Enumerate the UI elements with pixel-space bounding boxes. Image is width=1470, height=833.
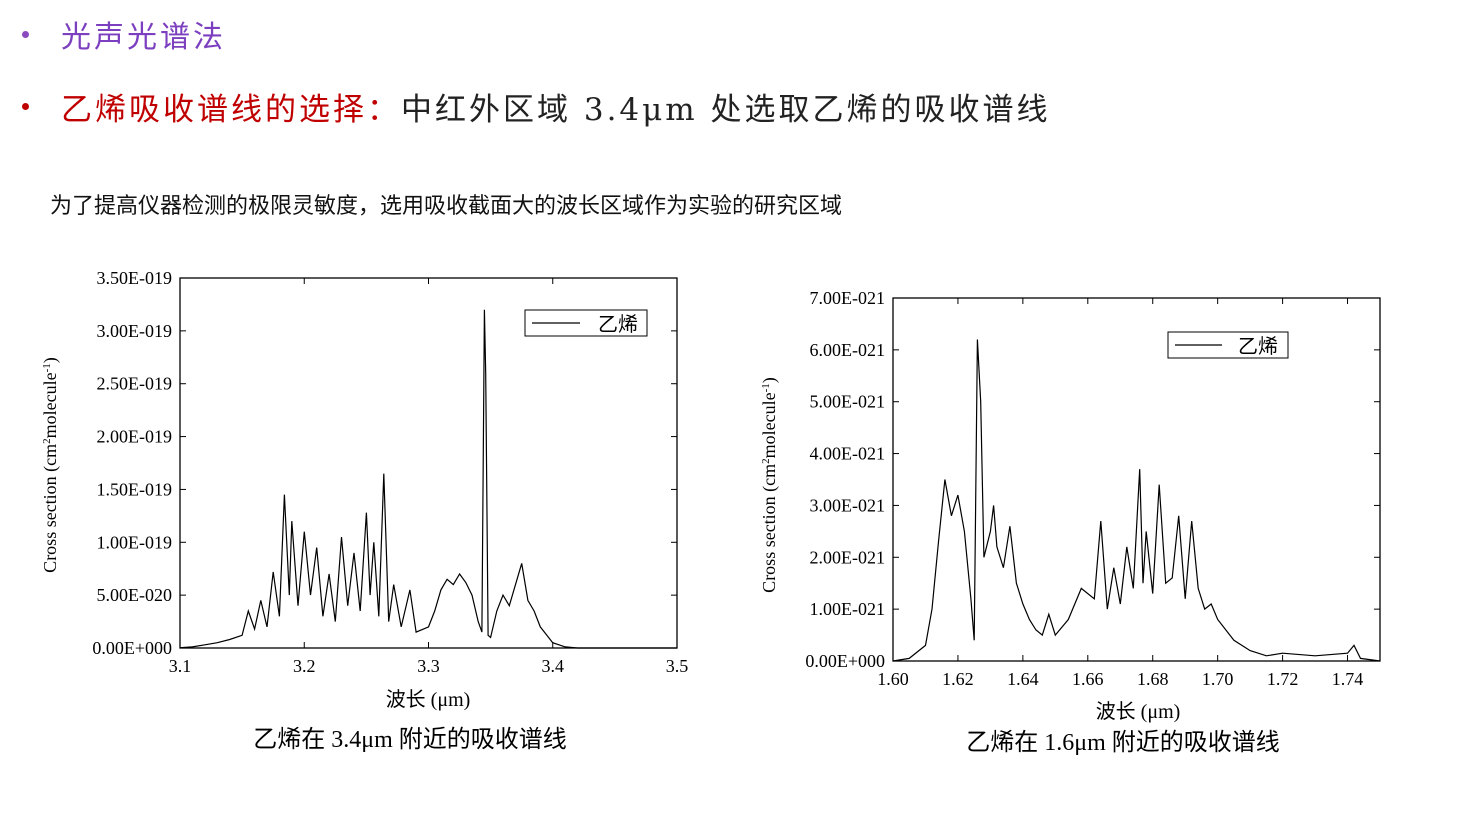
- y-tick-label: 2.00E-021: [810, 547, 886, 567]
- tick-group: 0.00E+000 5.00E-020 1.00E-019 1.50E-019 2.00…: [92, 268, 688, 676]
- y-tick-label: 7.00E-021: [810, 288, 886, 308]
- y-tick-label: 1.00E-019: [97, 532, 173, 552]
- x-tick-label: 1.70: [1202, 669, 1234, 689]
- subtitle: 为了提高仪器检测的极限灵敏度，选用吸收截面大的波长区域作为实验的研究区域: [50, 194, 843, 219]
- chart-1-6um-svg: 0.00E+000 1.00E-021 2.00E-021 3.00E-021 4.00…: [759, 288, 1381, 756]
- y-tick-label: 6.00E-021: [810, 340, 886, 360]
- y-axis-label: Cross section (cm2molecule-1): [40, 357, 61, 573]
- x-tick-label: 3.4: [542, 656, 565, 676]
- bullet-text-2-body: 中红外区域 3.4μm 处选取乙烯的吸收谱线: [401, 91, 1051, 128]
- chart-3-4um: 0.00E+000 5.00E-020 1.00E-019 1.50E-019 2.00…: [20, 260, 700, 760]
- x-axis-label: 波长 (μm): [1096, 700, 1181, 723]
- legend: 乙烯: [524, 309, 648, 337]
- x-tick-label: 1.60: [877, 669, 909, 689]
- x-tick-label: 3.5: [666, 656, 689, 676]
- y-tick-label: 1.50E-019: [97, 479, 173, 499]
- chart-caption: 乙烯在 1.6μm 附近的吸收谱线: [966, 729, 1280, 756]
- y-tick-label: 3.00E-019: [97, 321, 173, 341]
- bullet-line-2: 乙烯吸收谱线的选择： 中红外区域 3.4μm 处选取乙烯的吸收谱线: [22, 84, 1051, 128]
- chart-caption: 乙烯在 3.4μm 附近的吸收谱线: [253, 726, 567, 753]
- series-line-ethylene: [892, 339, 1381, 662]
- legend: 乙烯: [1167, 331, 1289, 359]
- x-tick-label: 3.3: [417, 656, 440, 676]
- x-tick-label: 1.62: [942, 669, 974, 689]
- bullet-text-1: 光声光谱法: [61, 20, 226, 55]
- tick-group: 0.00E+000 1.00E-021 2.00E-021 3.00E-021 4.00…: [805, 288, 1380, 689]
- y-tick-label: 1.00E-021: [810, 599, 886, 619]
- y-axis-label: Cross section (cm2molecule-1): [759, 377, 780, 593]
- plot-frame: [892, 297, 1381, 662]
- series-line-ethylene: [179, 309, 677, 649]
- y-tick-label: 5.00E-020: [97, 585, 173, 605]
- x-tick-label: 1.66: [1072, 669, 1104, 689]
- x-axis-label: 波长 (μm): [386, 688, 471, 711]
- y-tick-label: 3.00E-021: [810, 495, 886, 515]
- x-tick-label: 1.72: [1267, 669, 1299, 689]
- y-tick-label: 0.00E+000: [805, 651, 885, 671]
- y-tick-label: 5.00E-021: [810, 392, 886, 412]
- y-tick-label: 2.00E-019: [97, 427, 173, 447]
- legend-label: 乙烯: [598, 313, 638, 336]
- y-tick-label: 3.50E-019: [97, 268, 173, 288]
- chart-1-6um: 0.00E+000 1.00E-021 2.00E-021 3.00E-021 4.00…: [740, 260, 1400, 760]
- x-tick-label: 1.68: [1137, 669, 1169, 689]
- y-tick-label: 0.00E+000: [92, 638, 172, 658]
- x-tick-label: 1.64: [1007, 669, 1039, 689]
- chart-3-4um-svg: 0.00E+000 5.00E-020 1.00E-019 1.50E-019 2.00…: [40, 268, 688, 753]
- x-tick-label: 1.74: [1332, 669, 1364, 689]
- legend-label: 乙烯: [1238, 335, 1278, 358]
- bullet-dot-icon: [22, 102, 29, 110]
- x-tick-label: 3.2: [293, 656, 316, 676]
- y-tick-label: 2.50E-019: [97, 374, 173, 394]
- bullet-dot-icon: [22, 30, 29, 38]
- y-tick-label: 4.00E-021: [810, 444, 886, 464]
- x-tick-label: 3.1: [169, 656, 192, 676]
- bullet-line-1: 光声光谱法: [22, 14, 226, 55]
- bullet-text-2-highlight: 乙烯吸收谱线的选择：: [61, 91, 401, 128]
